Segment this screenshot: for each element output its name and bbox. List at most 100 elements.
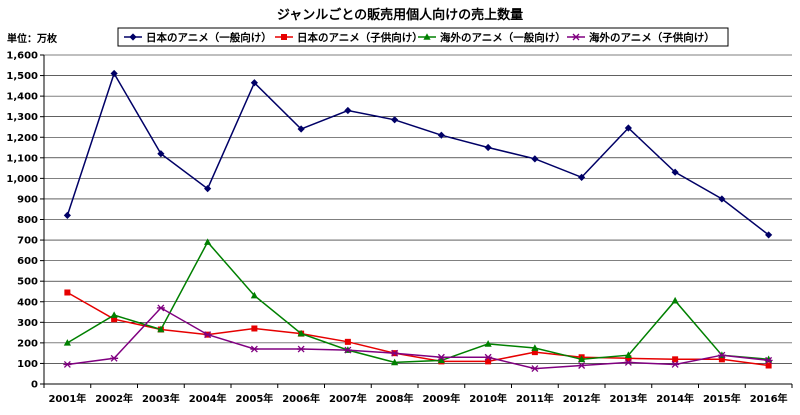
legend-label: 海外のアニメ（子供向け） (589, 31, 715, 44)
legend-label: 海外のアニメ（一般向け） (440, 31, 566, 44)
series-group (63, 304, 773, 373)
data-point (624, 124, 632, 132)
data-point (531, 344, 539, 351)
data-point (671, 168, 679, 176)
data-point (111, 316, 118, 323)
series-lines (63, 69, 773, 373)
data-point (110, 311, 118, 318)
x-tick-label: 2016年 (750, 392, 788, 405)
data-point (624, 358, 633, 366)
data-point (390, 349, 399, 357)
x-tick-label: 2012年 (563, 392, 601, 405)
y-tick-label: 300 (17, 318, 38, 329)
data-point (718, 195, 726, 203)
data-point (531, 155, 539, 163)
data-point (297, 345, 306, 353)
gridlines (44, 54, 792, 364)
series-group (64, 289, 772, 369)
y-tick-label: 900 (17, 194, 38, 205)
x-tick-label: 2002年 (95, 392, 133, 405)
data-point (530, 365, 539, 373)
series-line (67, 306, 769, 370)
data-point (204, 238, 212, 245)
data-point (577, 362, 586, 369)
data-point (250, 291, 258, 299)
data-point (157, 325, 165, 333)
data-point (297, 329, 305, 337)
data-point (297, 125, 305, 133)
data-point (672, 356, 679, 363)
data-point (717, 351, 726, 359)
x-tick-label: 2009年 (422, 392, 460, 405)
x-tick-label: 2013年 (609, 392, 647, 405)
legend-item: 海外のアニメ（一般向け） (418, 31, 566, 44)
data-point (343, 346, 352, 354)
data-point (765, 231, 773, 239)
x-axis-ticks: 2001年 2002年 2003年 2004年 2005年 2006年 2007年 2008年… (43, 384, 793, 405)
y-tick-label: 1,300 (6, 112, 38, 123)
x-tick-label: 2008年 (376, 392, 414, 405)
y-tick-label: 1,100 (6, 153, 38, 164)
data-point (485, 358, 492, 365)
data-point (250, 79, 258, 87)
x-tick-label: 2014年 (656, 392, 694, 405)
data-point (671, 361, 680, 368)
y-tick-label: 500 (17, 277, 38, 288)
data-point (531, 349, 538, 356)
data-point (129, 33, 137, 41)
x-tick-label: 2015年 (703, 392, 741, 405)
y-tick-label: 700 (17, 236, 38, 247)
data-point (764, 356, 773, 364)
data-point (64, 289, 71, 296)
legend-label: 日本のアニメ（一般向け） (146, 31, 272, 44)
x-tick-label: 2004年 (189, 392, 227, 405)
y-tick-label: 200 (17, 338, 38, 349)
data-point (251, 325, 258, 332)
data-point (63, 361, 72, 368)
y-tick-label: 1,200 (6, 133, 38, 144)
x-tick-label: 2005年 (235, 392, 273, 405)
y-axis-ticks: 0 100 200 300 400 500 600 700 800 900 1,000 1,100 1,… (6, 51, 44, 391)
unit-label: 単位：万枚 (7, 32, 58, 45)
data-point (110, 354, 119, 362)
data-point (423, 33, 431, 40)
series-line (66, 71, 770, 236)
data-point (204, 185, 212, 193)
legend-item: 日本のアニメ（一般向け） (124, 31, 272, 44)
x-tick-label: 2006年 (282, 392, 320, 405)
legend: 日本のアニメ（一般向け） 日本のアニメ（子供向け） 海外のアニメ（一般向け） 海外のア… (117, 27, 729, 47)
x-tick-label: 2007年 (329, 392, 367, 405)
x-tick-label: 2011年 (516, 392, 554, 405)
data-point (63, 339, 71, 346)
data-point (437, 131, 445, 139)
data-point (156, 304, 165, 312)
data-point (63, 211, 71, 219)
chart-title: ジャンルごとの販売用個人向けの売上数量 (277, 7, 523, 23)
data-point (437, 356, 445, 364)
y-tick-label: 400 (17, 297, 38, 308)
data-point (157, 150, 165, 158)
data-point (391, 116, 399, 124)
x-tick-label: 2010年 (469, 392, 507, 405)
data-point (625, 355, 632, 362)
y-tick-label: 600 (17, 256, 38, 267)
y-tick-label: 1,400 (6, 92, 38, 103)
legend-item: 海外のアニメ（子供向け） (567, 31, 715, 44)
data-point (624, 351, 632, 359)
series-line (67, 240, 769, 364)
data-point (572, 33, 580, 41)
y-tick-label: 0 (31, 380, 38, 391)
series-line (67, 291, 769, 367)
legend-item: 日本のアニメ（子供向け） (275, 31, 423, 44)
data-point (578, 173, 586, 181)
y-tick-label: 800 (17, 215, 38, 226)
data-point (671, 296, 679, 304)
data-point (765, 362, 772, 369)
data-point (578, 355, 586, 363)
data-point (484, 143, 492, 152)
data-point (250, 345, 259, 353)
data-point (344, 338, 351, 345)
data-point (484, 353, 493, 361)
